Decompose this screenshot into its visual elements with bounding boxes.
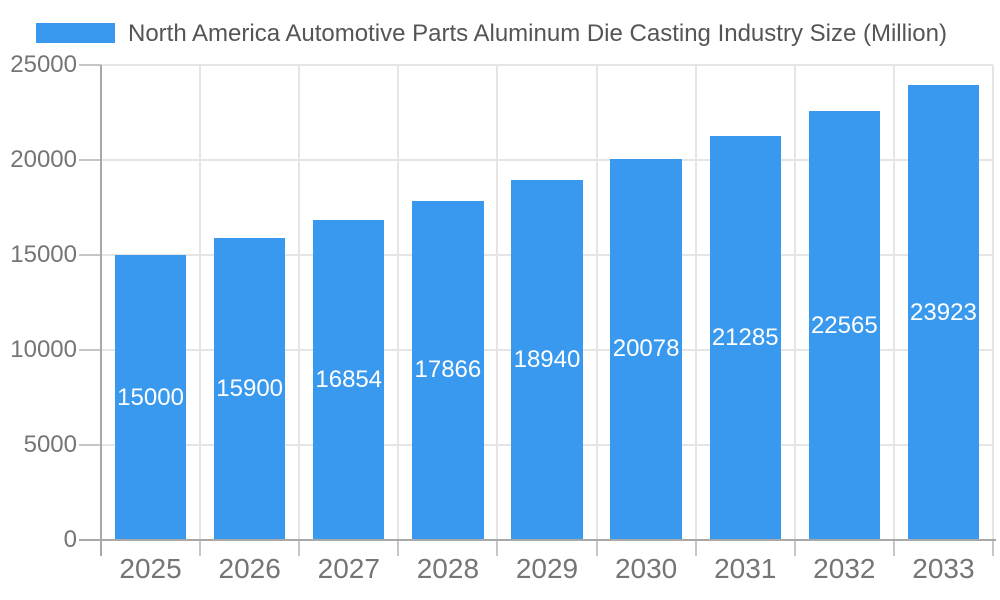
y-axis-tick-label: 20000 [10, 146, 77, 173]
bar-2026[interactable] [213, 237, 286, 540]
bar-2025[interactable] [114, 255, 187, 540]
y-axis-tick [79, 349, 101, 351]
gridline-vertical [992, 65, 994, 540]
x-axis-label: 2029 [515, 553, 579, 584]
x-axis-label: 2030 [614, 553, 678, 584]
y-axis-tick-label: 25000 [10, 51, 77, 78]
x-axis-tick [595, 540, 598, 556]
x-axis-tick [892, 540, 895, 556]
gridline-vertical [793, 65, 796, 540]
bar-2028[interactable] [412, 200, 484, 540]
y-axis-tick-label: 0 [63, 526, 77, 553]
x-axis-tick [694, 540, 697, 556]
bar-value-label: 16854 [315, 365, 383, 393]
bar-value-label: 20078 [612, 335, 680, 363]
bar-value-label: 23923 [910, 298, 977, 326]
bar-value-label: 21285 [711, 323, 779, 351]
bar-value-label: 17866 [414, 356, 482, 384]
x-axis-tick [298, 540, 301, 556]
x-axis-label: 2026 [218, 553, 281, 584]
gridline-vertical [892, 65, 895, 540]
x-axis-tick [397, 540, 400, 556]
x-axis-tick [992, 540, 994, 556]
y-axis-tick [79, 254, 101, 256]
bar-2030[interactable] [610, 158, 682, 540]
x-axis-label: 2033 [912, 553, 975, 584]
chart-title: North America Automotive Parts Aluminum … [128, 20, 947, 47]
x-axis-label: 2032 [813, 553, 876, 584]
bar-2033[interactable] [907, 85, 980, 540]
bar-2029[interactable] [511, 180, 583, 540]
gridline-horizontal [101, 159, 993, 161]
legend-swatch [36, 23, 115, 43]
y-axis-tick-label: 5000 [23, 431, 77, 458]
bar-value-label: 15000 [117, 383, 184, 411]
gridline-vertical [496, 65, 499, 540]
x-axis-label: 2028 [416, 553, 480, 584]
bar-2027[interactable] [313, 219, 385, 540]
y-axis-tick-label: 15000 [10, 241, 77, 268]
x-axis-tick [199, 540, 202, 556]
y-axis-tick-label: 10000 [10, 336, 77, 363]
gridline-vertical [397, 65, 400, 540]
gridline-vertical [298, 65, 301, 540]
x-axis-label: 2025 [119, 553, 182, 584]
bar-2032[interactable] [808, 111, 880, 540]
bar-value-label: 15900 [216, 374, 284, 402]
y-axis-tick [79, 444, 101, 446]
y-axis-line [100, 65, 102, 556]
y-axis-tick [79, 159, 101, 161]
x-axis-line [79, 539, 996, 541]
bar-value-label: 18940 [513, 346, 581, 374]
x-axis-tick [496, 540, 499, 556]
gridline-vertical [595, 65, 598, 540]
gridline-vertical [694, 65, 697, 540]
bar-value-label: 22565 [810, 311, 878, 339]
x-axis-label: 2031 [714, 553, 777, 584]
y-axis-tick [79, 64, 101, 66]
gridline-vertical [199, 65, 202, 540]
bar-2031[interactable] [709, 135, 781, 540]
gridline-horizontal [101, 64, 993, 66]
x-axis-label: 2027 [317, 553, 380, 584]
x-axis-tick [793, 540, 796, 556]
